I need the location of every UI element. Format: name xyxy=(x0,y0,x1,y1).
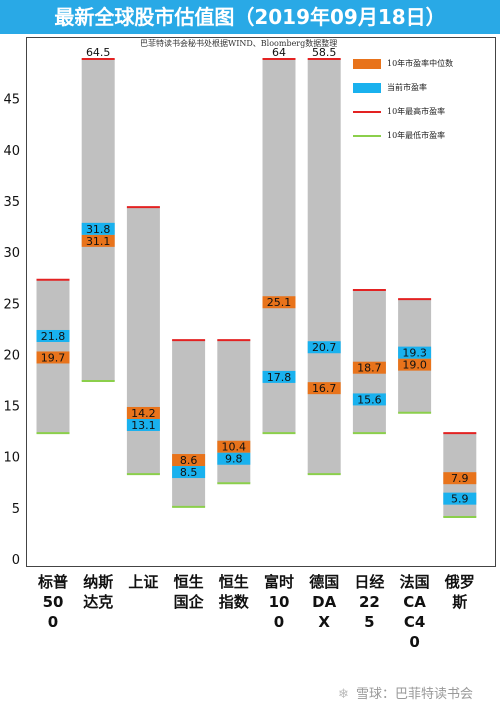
legend-swatch-current xyxy=(353,83,381,93)
range-bar xyxy=(81,59,115,381)
snowball-icon: ❄ xyxy=(338,687,349,702)
median-value-label: 19.7 xyxy=(41,351,66,364)
legend: 10年市盈率中位数 当前市盈率 10年最高市盈率 10年最低市盈率 xyxy=(353,56,493,152)
current-marker xyxy=(307,341,341,354)
current-value-label: 19.3 xyxy=(402,347,427,360)
y-tick-label: 25 xyxy=(3,297,20,312)
y-tick-label: 0 xyxy=(12,553,20,568)
range-bar xyxy=(352,289,386,434)
x-tick-label: 俄罗斯 xyxy=(444,573,475,611)
median-marker xyxy=(81,234,115,247)
median-marker xyxy=(172,454,206,467)
median-value-label: 16.7 xyxy=(312,382,337,395)
x-tick-label: 法国CAC40 xyxy=(399,573,430,651)
chart-title: 最新全球股市估值图（2019年09月18日） xyxy=(0,0,500,34)
x-tick-label: 纳斯达克 xyxy=(83,573,114,611)
median-marker xyxy=(126,406,160,419)
median-marker xyxy=(352,361,386,374)
x-tick-label: 上证 xyxy=(128,573,159,591)
current-value-label: 31.8 xyxy=(86,223,111,236)
y-tick-label: 30 xyxy=(3,246,20,261)
max-value-label: 64 xyxy=(272,46,286,59)
current-value-label: 20.7 xyxy=(312,341,337,354)
current-marker xyxy=(443,492,477,505)
median-value-label: 19.0 xyxy=(402,359,427,372)
current-value-label: 17.8 xyxy=(267,371,292,384)
current-marker xyxy=(81,222,115,235)
current-marker xyxy=(352,393,386,406)
median-value-label: 14.2 xyxy=(131,407,156,420)
median-marker xyxy=(217,440,251,453)
current-value-label: 13.1 xyxy=(131,419,156,432)
legend-label-min: 10年最低市盈率 xyxy=(387,131,446,140)
current-marker xyxy=(262,370,296,383)
y-tick-label: 5 xyxy=(12,502,20,517)
median-value-label: 25.1 xyxy=(267,296,292,309)
current-value-label: 5.9 xyxy=(451,493,469,506)
legend-line-min xyxy=(353,135,381,137)
x-tick-label: 德国DAX xyxy=(309,573,340,631)
x-tick-label: 恒生指数 xyxy=(218,573,249,611)
y-tick-label: 15 xyxy=(3,400,20,415)
x-tick-label: 富时100 xyxy=(264,573,295,631)
legend-swatch-median xyxy=(353,59,381,69)
legend-item-median: 10年市盈率中位数 xyxy=(353,56,493,80)
watermark: ❄ 雪球：巴菲特读书会 xyxy=(338,683,473,702)
max-value-label: 58.5 xyxy=(312,46,337,59)
current-value-label: 21.8 xyxy=(41,330,66,343)
x-tick-label: 恒生国企 xyxy=(173,573,204,611)
current-marker xyxy=(172,466,206,479)
current-value-label: 8.5 xyxy=(180,466,198,479)
y-tick-label: 20 xyxy=(3,348,20,363)
range-bar xyxy=(307,59,341,475)
y-tick-label: 40 xyxy=(3,144,20,159)
legend-line-max xyxy=(353,111,381,113)
x-tick-label: 标普500 xyxy=(38,573,69,631)
current-marker xyxy=(36,329,70,342)
range-bar xyxy=(172,340,206,507)
median-marker xyxy=(36,351,70,364)
range-bar xyxy=(262,59,296,434)
x-tick-label: 日经225 xyxy=(354,573,385,631)
y-tick-label: 45 xyxy=(3,93,20,108)
plot-area xyxy=(26,37,496,567)
median-marker xyxy=(443,472,477,485)
median-marker xyxy=(398,358,432,371)
median-value-label: 10.4 xyxy=(222,441,247,454)
median-value-label: 31.1 xyxy=(86,235,111,248)
max-value-label: 64.5 xyxy=(86,46,111,59)
median-value-label: 7.9 xyxy=(451,472,469,485)
current-marker xyxy=(126,418,160,431)
median-marker xyxy=(262,296,296,309)
legend-item-max: 10年最高市盈率 xyxy=(353,104,493,128)
current-value-label: 9.8 xyxy=(225,453,243,466)
y-tick-label: 10 xyxy=(3,451,20,466)
y-tick-label: 35 xyxy=(3,195,20,210)
watermark-text: 雪球：巴菲特读书会 xyxy=(356,687,474,702)
current-marker xyxy=(398,346,432,359)
median-value-label: 8.6 xyxy=(180,454,198,467)
legend-label-max: 10年最高市盈率 xyxy=(387,107,446,116)
legend-label-median: 10年市盈率中位数 xyxy=(387,59,454,68)
legend-label-current: 当前市盈率 xyxy=(387,83,427,92)
range-bar xyxy=(126,207,160,475)
current-marker xyxy=(217,452,251,465)
legend-item-min: 10年最低市盈率 xyxy=(353,128,493,152)
current-value-label: 15.6 xyxy=(357,393,382,406)
legend-item-current: 当前市盈率 xyxy=(353,80,493,104)
median-value-label: 18.7 xyxy=(357,362,382,375)
chart-subtitle: 巴菲特读书会秘书处根据WIND、Bloomberg数据整理 xyxy=(140,39,338,48)
median-marker xyxy=(307,382,341,395)
